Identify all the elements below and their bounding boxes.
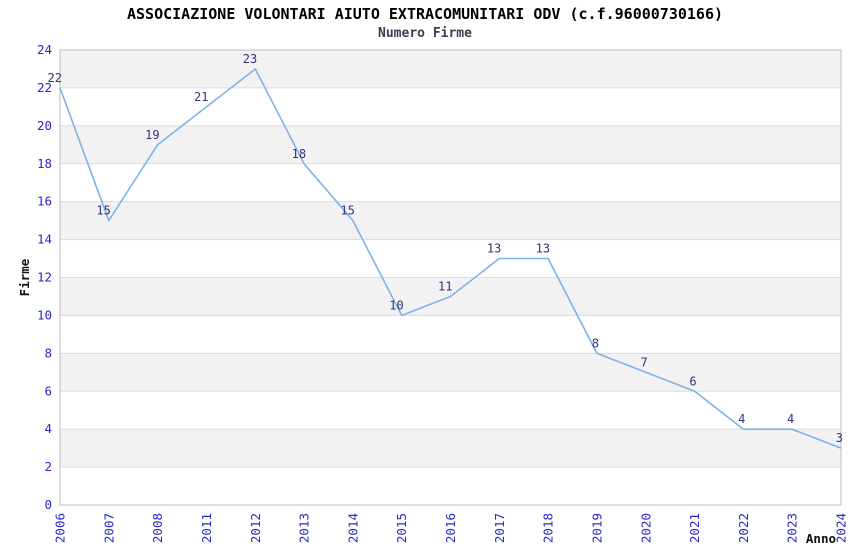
data-label: 4: [787, 412, 794, 426]
band-stripe: [60, 50, 841, 88]
data-label: 10: [389, 298, 403, 312]
data-label: 6: [689, 374, 696, 388]
data-label: 8: [592, 336, 599, 350]
x-tick-label: 2008: [150, 513, 165, 543]
x-tick-label: 2016: [443, 513, 458, 543]
data-label: 18: [292, 147, 306, 161]
x-tick-label: 2006: [53, 513, 68, 543]
x-tick-label: 2013: [297, 513, 312, 543]
y-axis-title: Firme: [17, 258, 32, 296]
y-tick-label: 12: [37, 270, 52, 285]
y-tick-label: 6: [44, 383, 52, 398]
chart-subtitle: Numero Firme: [378, 26, 472, 41]
data-label: 22: [48, 71, 62, 85]
y-tick-label: 22: [37, 80, 52, 95]
chart-title: ASSOCIAZIONE VOLONTARI AIUTO EXTRACOMUNI…: [126, 5, 724, 23]
x-tick-label: 2007: [101, 513, 116, 543]
y-tick-label: 16: [37, 194, 52, 209]
data-label: 15: [96, 204, 110, 218]
x-tick-label: 2019: [589, 513, 604, 543]
x-tick-label: 2018: [541, 513, 556, 543]
y-tick-label: 10: [37, 307, 52, 322]
data-label: 4: [738, 412, 745, 426]
plot-frame: [59, 49, 842, 506]
data-label: 23: [243, 52, 257, 66]
x-tick-label: 2015: [394, 513, 409, 543]
x-tick-label: 2017: [492, 513, 507, 543]
data-label: 13: [487, 242, 501, 256]
x-tick-label: 2011: [199, 513, 214, 543]
x-axis-title: Anno: [806, 531, 836, 546]
x-tick-label: 2012: [248, 513, 263, 543]
y-tick-label: 4: [44, 421, 52, 436]
x-tick-label: 2023: [785, 513, 800, 543]
data-line: [59, 68, 842, 449]
band-stripe: [60, 201, 841, 240]
y-tick-label: 14: [37, 232, 52, 247]
band-stripe: [60, 125, 841, 164]
data-label: 3: [836, 431, 843, 445]
data-label: 19: [145, 128, 159, 142]
band-stripe: [60, 429, 841, 468]
x-tick-label: 2024: [834, 513, 849, 543]
x-tick-label: 2021: [687, 513, 702, 543]
band-stripe: [60, 353, 841, 392]
data-label: 13: [536, 242, 550, 256]
data-label: 7: [641, 355, 648, 369]
data-label: 11: [438, 279, 452, 293]
y-tick-label: 18: [37, 156, 52, 171]
y-tick-label: 8: [44, 345, 52, 360]
y-tick-label: 20: [37, 118, 52, 133]
x-tick-label: 2014: [345, 513, 360, 543]
y-tick-label: 2: [44, 459, 52, 474]
x-tick-label: 2022: [736, 513, 751, 543]
x-tick-label: 2020: [638, 513, 653, 543]
y-tick-label: 24: [37, 42, 52, 57]
y-tick-label: 0: [44, 497, 52, 512]
data-label: 21: [194, 90, 208, 104]
data-label: 15: [340, 204, 354, 218]
